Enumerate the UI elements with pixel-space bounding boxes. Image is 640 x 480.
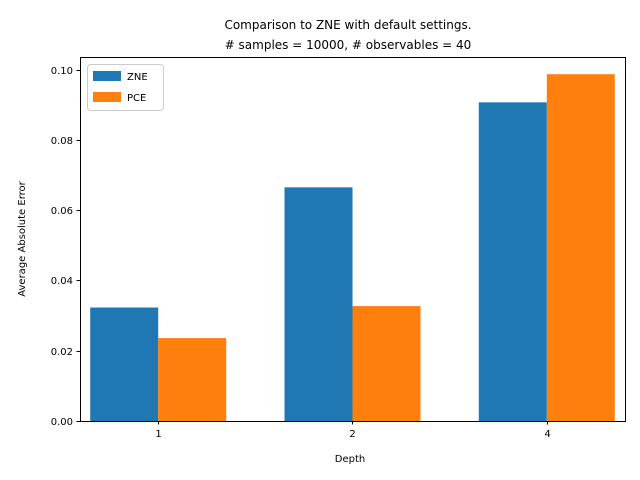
y-axis-ticks: 0.00 0.02 0.04 0.06 0.08 0.10	[51, 66, 80, 428]
bar-pce-4	[546, 74, 615, 421]
x-axis-label: Depth	[335, 454, 365, 465]
x-tick-label: 2	[349, 429, 355, 440]
y-tick-label: 0.08	[51, 136, 73, 147]
bar-zne-1	[90, 307, 159, 421]
legend-label-pce: PCE	[127, 93, 146, 104]
bars-group	[90, 74, 615, 421]
chart-title: Comparison to ZNE with default settings.	[224, 18, 471, 32]
y-tick-label: 0.10	[51, 66, 73, 77]
y-tick-label: 0.00	[51, 417, 73, 428]
legend-swatch-zne	[93, 71, 121, 81]
y-tick-label: 0.02	[51, 347, 73, 358]
x-axis-ticks: 1 2 4	[155, 421, 551, 440]
bar-pce-1	[158, 338, 227, 421]
legend-label-zne: ZNE	[127, 72, 148, 83]
bar-zne-2	[284, 187, 353, 421]
bar-zne-4	[478, 102, 547, 421]
bar-pce-2	[352, 306, 421, 421]
y-tick-label: 0.06	[51, 206, 73, 217]
y-axis-label: Average Absolute Error	[17, 180, 28, 296]
legend-swatch-pce	[93, 92, 121, 102]
x-tick-label: 4	[544, 429, 550, 440]
x-tick-label: 1	[155, 429, 161, 440]
chart-subtitle: # samples = 10000, # observables = 40	[225, 38, 472, 52]
legend: ZNE PCE	[87, 64, 164, 111]
y-tick-label: 0.04	[51, 276, 73, 287]
plot-frame	[80, 57, 626, 422]
